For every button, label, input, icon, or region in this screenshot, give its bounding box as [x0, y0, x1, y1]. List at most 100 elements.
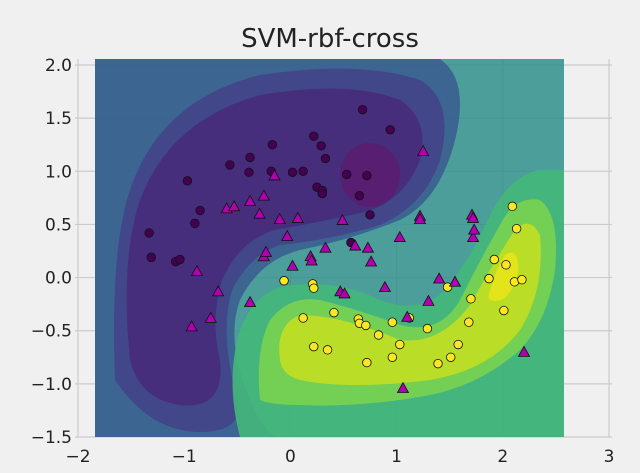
class-1-point	[433, 358, 443, 369]
class-1-point	[309, 341, 319, 352]
chart-title: SVM-rbf-cross	[241, 24, 419, 54]
x-tick-label: 2	[497, 447, 508, 467]
class-0-point	[175, 254, 185, 265]
class-0-point	[309, 131, 319, 141]
x-tick-label: 0	[285, 447, 296, 467]
support-vector-point	[243, 295, 257, 307]
class-1-point	[387, 317, 398, 327]
x-tick-label: 1	[391, 447, 402, 467]
support-vector-point	[432, 272, 446, 284]
class-1-point	[446, 352, 456, 362]
class-1-point	[517, 274, 527, 285]
support-vector-point	[212, 285, 225, 297]
class-0-point	[195, 205, 205, 216]
class-1-point	[489, 254, 500, 265]
class-1-point	[329, 307, 339, 318]
support-vector-point	[466, 230, 480, 242]
support-vector-point	[273, 212, 286, 224]
class-1-point	[442, 282, 453, 292]
class-0-point	[225, 160, 235, 170]
class-1-point	[453, 339, 463, 350]
x-tick-label: 3	[604, 447, 615, 467]
support-vector-point	[393, 230, 406, 242]
support-vector-point	[259, 245, 273, 257]
x-tick-label: −2	[65, 447, 90, 467]
class-0-point	[362, 170, 372, 181]
support-vector-point	[448, 275, 462, 287]
support-vector-point	[349, 239, 362, 251]
contour-level-highest	[279, 223, 541, 385]
class-0-point	[190, 218, 200, 229]
class-0-point	[385, 125, 395, 135]
class-1-point	[361, 320, 371, 331]
decision-contours	[95, 59, 564, 437]
class-1-point	[298, 313, 308, 323]
support-vector-point	[257, 189, 271, 201]
class-1-point	[373, 330, 384, 340]
support-vector-point	[227, 200, 241, 212]
support-vector-point	[378, 280, 392, 292]
class-1-point	[464, 317, 474, 327]
support-vector-point	[305, 254, 318, 266]
support-vector-point	[396, 381, 410, 393]
class-1-point	[507, 201, 518, 212]
class-0-point	[244, 167, 254, 178]
class-0-point	[146, 252, 156, 263]
support-vector-point	[286, 259, 299, 271]
class-1-point	[484, 273, 494, 284]
class-1-point	[279, 276, 289, 286]
support-vector-point	[253, 207, 266, 219]
support-vector-point	[416, 144, 430, 156]
y-tick-label: −1.5	[31, 428, 72, 448]
support-vector-point	[422, 294, 435, 306]
class-0-point	[267, 140, 278, 150]
support-vector-point	[338, 287, 351, 299]
support-vector-point	[190, 264, 204, 276]
support-vector-point	[319, 241, 332, 253]
support-vector-point	[185, 320, 198, 332]
class-1-point	[511, 223, 522, 234]
support-vector-point	[281, 229, 294, 241]
support-vector-point	[364, 255, 378, 267]
class-1-point	[387, 352, 398, 362]
support-vector-point	[401, 310, 414, 322]
class-1-point	[322, 345, 333, 355]
scatter-points	[144, 104, 531, 393]
class-0-point	[182, 176, 193, 186]
support-vector-point	[361, 241, 375, 253]
class-1-point	[466, 294, 476, 304]
y-tick-label: 0.0	[45, 269, 72, 289]
class-1-point	[501, 260, 511, 270]
class-0-point	[365, 210, 375, 220]
class-1-point	[499, 305, 509, 316]
class-0-point	[245, 152, 255, 163]
support-vector-point	[466, 211, 480, 223]
y-tick-label: 1.5	[45, 109, 72, 129]
class-0-point	[320, 153, 331, 164]
class-0-point	[357, 104, 368, 115]
x-tick-label: −1	[172, 447, 197, 467]
class-1-point	[309, 283, 319, 293]
class-0-point	[298, 166, 308, 176]
class-0-point	[354, 191, 365, 201]
y-tick-label: 1.0	[45, 162, 72, 182]
class-1-point	[362, 357, 372, 368]
y-tick-label: −1.0	[31, 375, 72, 395]
support-vector-point	[336, 213, 349, 225]
class-0-point	[287, 167, 298, 178]
support-vector-point	[268, 169, 281, 181]
class-1-point	[422, 323, 433, 334]
class-0-point	[144, 228, 154, 238]
y-tick-label: 2.0	[45, 56, 72, 76]
y-tick-label: −0.5	[31, 322, 72, 342]
x-axis-ticks: −2 −1 0 1 2 3	[65, 447, 614, 467]
class-0-point	[316, 141, 326, 151]
class-1-point	[395, 339, 405, 350]
support-vector-point	[291, 211, 305, 223]
support-vector-point	[467, 223, 481, 235]
support-vector-point	[413, 212, 427, 224]
support-vector-point	[243, 194, 257, 206]
class-0-point	[317, 188, 327, 199]
support-vector-point	[517, 345, 531, 357]
